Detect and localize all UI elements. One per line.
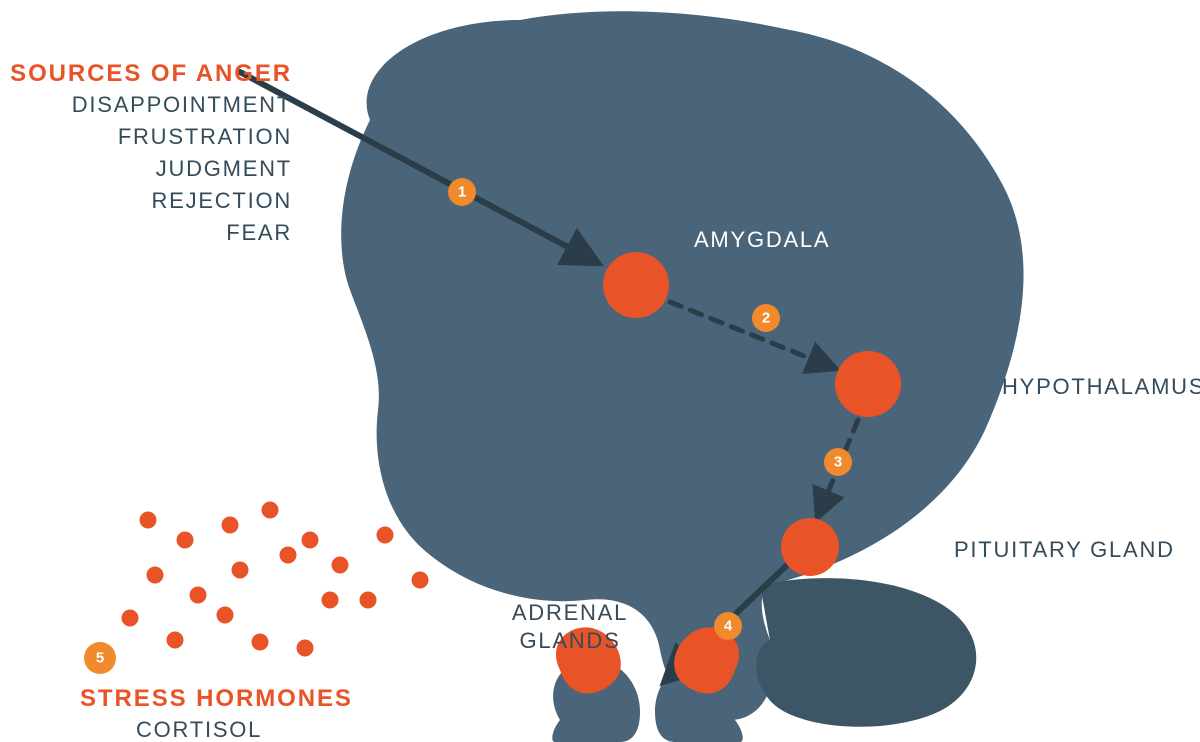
node-pituitary — [781, 518, 839, 576]
hormones-title: STRESS HORMONES — [80, 685, 353, 713]
hormone-dots — [122, 502, 429, 657]
diagram-stage: 1 2 3 4 5 SOURCES OF ANGER DISAPPOINTMENT FRUS… — [0, 0, 1200, 742]
brain-shape — [341, 11, 1023, 727]
sources-item: FRUSTRATION — [118, 124, 292, 150]
step-marker-label-3: 3 — [834, 454, 842, 471]
step-marker-label-1: 1 — [458, 184, 466, 201]
sources-item: REJECTION — [151, 188, 292, 214]
hormones-item: CORTISOL — [136, 717, 262, 742]
sources-item: DISAPPOINTMENT — [72, 92, 292, 118]
step-marker-label-4: 4 — [724, 618, 733, 635]
sources-title: SOURCES OF ANGER — [10, 60, 292, 88]
sources-item: JUDGMENT — [156, 156, 292, 182]
adrenal-label-line-1: ADRENAL — [490, 600, 650, 626]
node-amygdala — [603, 252, 669, 318]
sources-item: FEAR — [226, 220, 292, 246]
step-marker-label-2: 2 — [762, 310, 770, 327]
node-label-amygdala: AMYGDALA — [694, 227, 830, 253]
adrenal-label-line-2: GLANDS — [490, 628, 650, 654]
node-label-hypothalamus: HYPOTHALAMUS — [1002, 374, 1200, 400]
step-marker-label-5: 5 — [96, 650, 104, 667]
node-hypothalamus — [835, 351, 901, 417]
node-label-pituitary: PITUITARY GLAND — [954, 537, 1175, 563]
